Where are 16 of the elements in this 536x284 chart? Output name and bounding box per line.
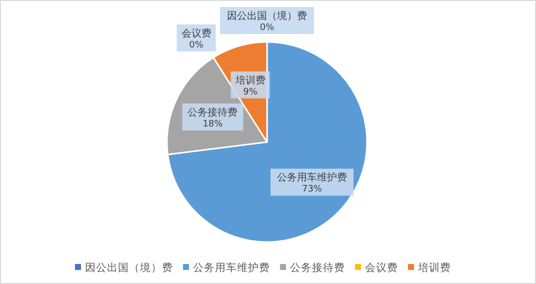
legend-label: 公务接待费 xyxy=(290,261,345,274)
category-label: 因公出国（境）费 xyxy=(227,11,307,22)
category-label: 会议费 xyxy=(181,28,212,40)
legend-label: 会议费 xyxy=(365,261,398,274)
slice-label: 公务用车维护费 xyxy=(277,172,348,184)
data-label: 9% xyxy=(243,87,258,98)
slice-label: 培训费 xyxy=(234,74,266,86)
legend-label: 因公出国（境）费 xyxy=(85,261,173,274)
pie-slice xyxy=(167,41,368,243)
legend-label: 公务用车维护费 xyxy=(193,261,270,274)
text: 0% xyxy=(189,40,204,50)
slice-label: 公务接待费 xyxy=(188,106,238,118)
text: 0% xyxy=(260,23,274,33)
legend-label: 培训费 xyxy=(417,261,451,274)
data-label: 73% xyxy=(302,184,322,195)
data-label: 18% xyxy=(202,119,224,130)
